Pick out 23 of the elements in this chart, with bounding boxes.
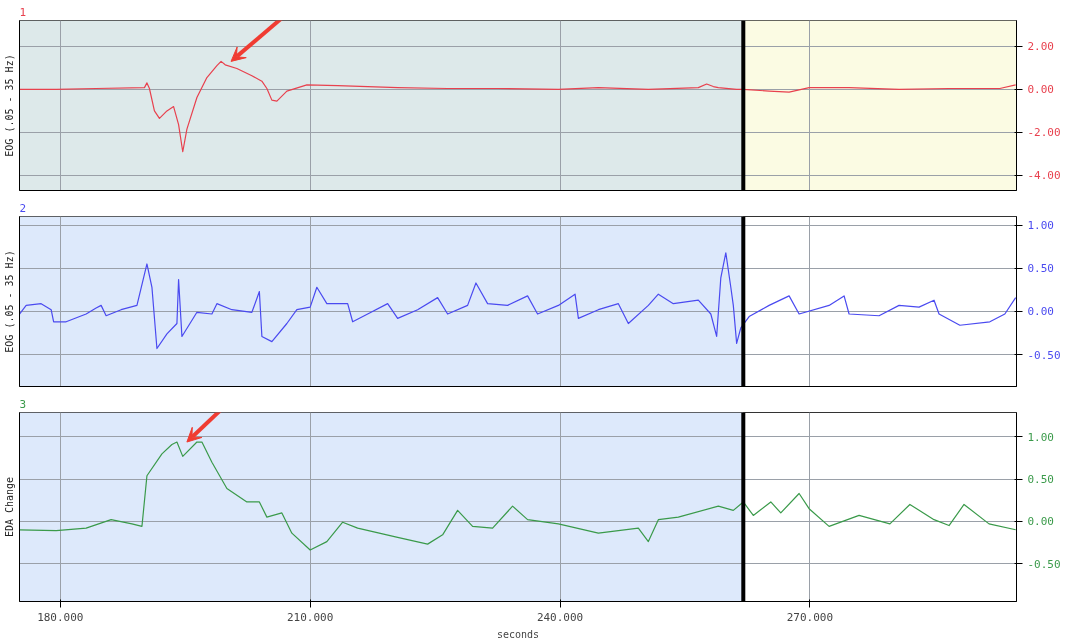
y-tick-label: 1.00 [1027, 430, 1054, 444]
y-tick-label: 1.00 [1027, 219, 1054, 233]
y-tick-label: 0.50 [1027, 473, 1054, 487]
y-tick-label: -0.50 [1027, 557, 1061, 571]
chart-title: 1 [19, 5, 27, 19]
y-tick-label: 0.50 [1027, 262, 1054, 276]
y-axis-title: EOG (.05 - 35 Hz) [3, 54, 15, 157]
x-tick-label: 240.000 [536, 610, 584, 624]
y-axis-title: EOG (.05 - 35 Hz) [3, 250, 15, 353]
x-tick-label: 210.000 [287, 610, 334, 624]
x-tick-label: 180.000 [37, 610, 84, 624]
x-tick-label: 270.000 [786, 610, 834, 624]
chart-title: 2 [19, 201, 27, 215]
y-tick-label: 0.00 [1027, 515, 1054, 529]
y-tick-label: 2.00 [1027, 40, 1054, 54]
y-tick-label: -0.50 [1027, 348, 1061, 362]
y-axis-title: EDA Change [3, 476, 15, 538]
y-tick-label: -2.00 [1027, 126, 1061, 140]
y-tick-label: 0.00 [1027, 83, 1054, 97]
y-tick-label: 0.00 [1027, 305, 1054, 319]
x-axis-title: seconds [496, 628, 540, 640]
y-tick-label: -4.00 [1027, 169, 1061, 183]
chart-title: 3 [19, 397, 27, 411]
